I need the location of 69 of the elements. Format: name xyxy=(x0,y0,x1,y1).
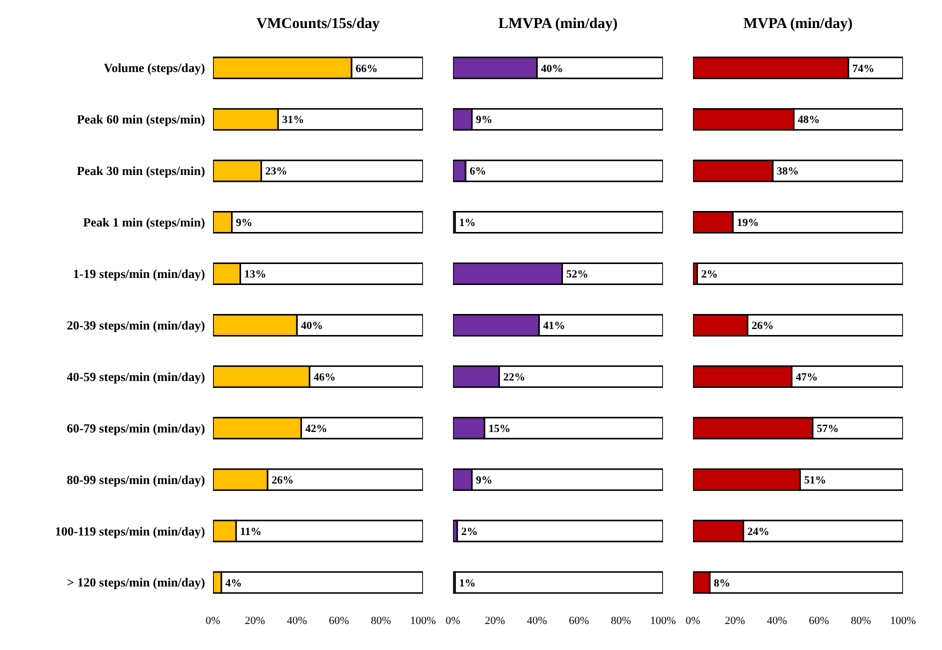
data-label: 74% xyxy=(852,62,874,75)
data-label: 4% xyxy=(225,577,242,590)
y-tick-label: Peak 30 min (steps/min) xyxy=(76,164,205,178)
data-label: 9% xyxy=(476,474,492,486)
x-tick-label: 100% xyxy=(890,614,916,627)
y-tick-label: 20-39 steps/min (min/day) xyxy=(66,318,205,332)
data-label: 2% xyxy=(701,268,718,281)
data-label: 9% xyxy=(476,114,492,126)
data-label: 40% xyxy=(541,62,563,75)
x-tick-label: 20% xyxy=(244,614,266,627)
x-tick-label: 0% xyxy=(206,614,220,627)
bar xyxy=(456,520,663,542)
x-tick-label: 60% xyxy=(328,614,350,627)
data-label: 52% xyxy=(566,268,588,281)
x-tick-label: 0% xyxy=(686,614,700,627)
data-label: 1% xyxy=(459,577,476,590)
data-label: 57% xyxy=(816,422,839,435)
data-label: 23% xyxy=(265,166,288,178)
x-tick-label: 40% xyxy=(526,614,548,627)
data-label: 6% xyxy=(470,166,486,178)
data-label: 31% xyxy=(282,114,304,126)
data-label: 48% xyxy=(798,114,820,126)
y-tick-label: 40-59 steps/min (min/day) xyxy=(66,370,205,384)
x-tick-label: 80% xyxy=(610,614,632,627)
data-label: 24% xyxy=(747,526,770,538)
x-tick-label: 0% xyxy=(446,614,460,627)
x-tick-label: 40% xyxy=(286,614,308,627)
data-label: 40% xyxy=(301,320,323,332)
y-tick-label: > 120 steps/min (min/day) xyxy=(66,576,205,590)
x-tick-label: 60% xyxy=(808,614,830,627)
data-label: 38% xyxy=(776,166,799,178)
data-label: 19% xyxy=(736,217,759,230)
x-tick-label: 80% xyxy=(850,614,872,627)
x-tick-label: 100% xyxy=(650,614,676,627)
data-label: 11% xyxy=(240,526,262,538)
x-tick-label: 20% xyxy=(724,614,746,627)
y-tick-label: 60-79 steps/min (min/day) xyxy=(66,421,205,436)
data-label: 1% xyxy=(459,217,476,230)
y-tick-label: 100-119 steps/min (min/day) xyxy=(54,524,205,538)
data-label: 26% xyxy=(752,320,774,332)
data-label: 15% xyxy=(488,422,510,435)
y-tick-label: Volume (steps/day) xyxy=(104,61,205,76)
x-tick-label: 60% xyxy=(568,614,590,627)
x-tick-label: 80% xyxy=(370,614,392,627)
data-label: 9% xyxy=(236,217,252,230)
data-label: 22% xyxy=(503,372,526,384)
x-tick-label: 20% xyxy=(484,614,506,627)
data-label: 42% xyxy=(305,422,328,435)
data-label: 66% xyxy=(356,62,378,75)
chart-title: MVPA (min/day) xyxy=(742,16,854,34)
data-label: 47% xyxy=(796,372,818,384)
data-label: 41% xyxy=(543,320,566,332)
chart-title: VMCounts/15s/day xyxy=(255,16,381,34)
data-label: 2% xyxy=(461,526,478,538)
data-label: 51% xyxy=(804,474,826,486)
data-label: 46% xyxy=(314,372,336,384)
data-label: 26% xyxy=(272,474,294,486)
y-tick-label: Peak 60 min (steps/min) xyxy=(76,112,205,127)
bar xyxy=(454,211,663,234)
bar xyxy=(454,571,663,594)
x-tick-label: 100% xyxy=(410,614,436,627)
chart-title: LMVPA (min/day) xyxy=(497,16,619,34)
y-tick-label: 1-19 steps/min (min/day) xyxy=(73,266,205,281)
x-tick-label: 40% xyxy=(766,614,788,627)
data-label: 8% xyxy=(714,577,730,590)
y-tick-label: 80-99 steps/min (min/day) xyxy=(66,472,205,487)
y-tick-label: Peak 1 min (steps/min) xyxy=(83,216,205,230)
data-label: 13% xyxy=(244,268,266,281)
bar xyxy=(696,262,903,286)
